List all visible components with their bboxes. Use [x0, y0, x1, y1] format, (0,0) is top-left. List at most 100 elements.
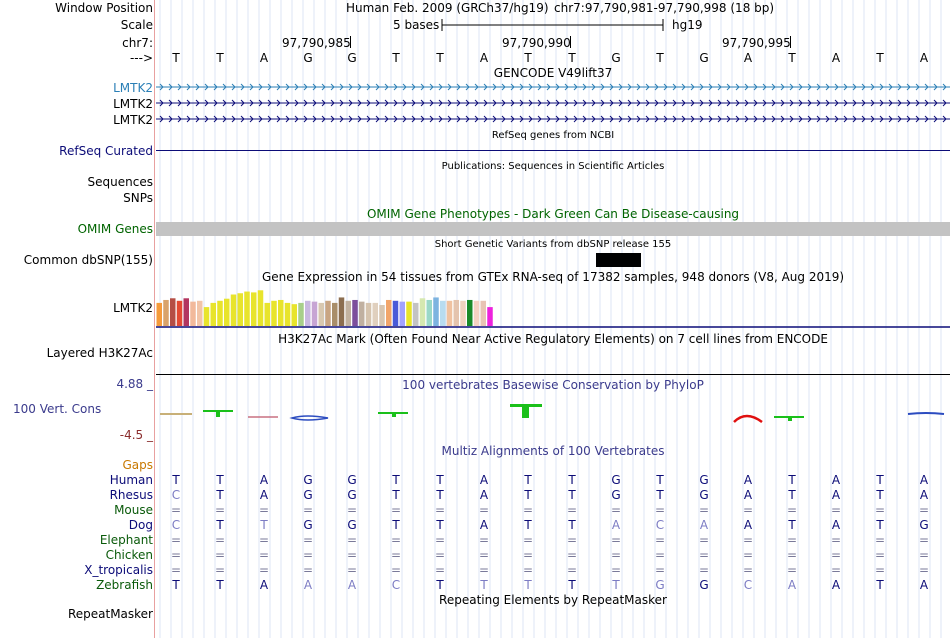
gencode-label-3[interactable]: LMTK2	[113, 113, 153, 127]
scale-text: 5 bases	[393, 18, 440, 32]
publications-label-snps[interactable]: SNPs	[123, 191, 153, 205]
gtex-tissue-bar[interactable]	[217, 300, 223, 326]
gtex-tissue-bar[interactable]	[332, 302, 338, 326]
gtex-tissue-bar[interactable]	[419, 298, 426, 326]
phylop-label[interactable]: 100 Vert. Cons	[13, 402, 102, 416]
gtex-tissue-bar[interactable]	[399, 301, 406, 326]
species-label[interactable]: Zebrafish	[96, 578, 153, 592]
gtex-tissue-bar[interactable]	[440, 300, 446, 326]
dbsnp-variant[interactable]	[596, 253, 641, 267]
alignment-base: =	[830, 503, 842, 517]
gtex-tissue-bar[interactable]	[359, 301, 365, 326]
gtex-tissue-bar[interactable]	[271, 300, 277, 326]
gtex-tissue-bar[interactable]	[190, 301, 196, 326]
gtex-tissue-bar[interactable]	[230, 294, 237, 327]
gtex-tissue-bar[interactable]	[291, 304, 298, 326]
alignment-base: T	[436, 488, 444, 502]
alignment-base: =	[346, 503, 358, 517]
publications-title: Publications: Sequences in Scientific Ar…	[441, 161, 665, 172]
publications-label-sequences[interactable]: Sequences	[87, 175, 153, 189]
gtex-tissue-bar[interactable]	[487, 307, 493, 326]
repeatmasker-label[interactable]: RepeatMasker	[67, 607, 153, 621]
gtex-tissue-bar[interactable]	[413, 302, 419, 326]
gtex-tissue-bar[interactable]	[251, 292, 257, 326]
gtex-tissue-bar[interactable]	[197, 300, 203, 326]
alignment-base: G	[347, 518, 357, 532]
gtex-tissue-bar[interactable]	[257, 290, 264, 326]
species-label[interactable]: X_tropicalis	[84, 563, 153, 577]
gtex-tissue-bar[interactable]	[176, 300, 183, 326]
gtex-tissue-bar[interactable]	[244, 291, 250, 326]
species-label[interactable]: Rhesus	[109, 488, 153, 502]
gtex-tissue-bar[interactable]	[406, 301, 412, 326]
species-label[interactable]: Mouse	[114, 503, 153, 517]
alignment-base: =	[522, 503, 534, 517]
omim-phenotype-bar[interactable]	[156, 222, 950, 236]
alignment-base: =	[346, 548, 358, 562]
alignment-base: =	[654, 563, 666, 577]
gaps-label[interactable]: Gaps	[122, 458, 153, 472]
gtex-tissue-bar[interactable]	[480, 300, 487, 326]
gtex-tissue-bar[interactable]	[467, 299, 473, 326]
gtex-bar-chart[interactable]	[156, 284, 950, 328]
gtex-tissue-bar[interactable]	[338, 297, 345, 326]
gtex-tissue-bar[interactable]	[460, 300, 466, 326]
gtex-label[interactable]: LMTK2	[113, 301, 153, 315]
gtex-tissue-bar[interactable]	[298, 302, 304, 326]
alignment-base: T	[392, 518, 400, 532]
gtex-tissue-bar[interactable]	[386, 299, 392, 326]
species-label[interactable]: Elephant	[99, 533, 153, 547]
alignment-base: T	[524, 488, 532, 502]
h3k27ac-label[interactable]: Layered H3K27Ac	[46, 346, 153, 360]
alignment-base: A	[919, 473, 929, 487]
gtex-tissue-bar[interactable]	[372, 302, 379, 326]
gtex-tissue-bar[interactable]	[237, 293, 244, 326]
species-label[interactable]: Dog	[128, 518, 153, 532]
gtex-tissue-bar[interactable]	[163, 299, 169, 326]
alignment-base: =	[698, 548, 710, 562]
multiz-title: Multiz Alignments of 100 Vertebrates	[441, 444, 665, 458]
species-label[interactable]: Human	[109, 473, 153, 487]
gtex-tissue-bar[interactable]	[345, 300, 352, 326]
gtex-tissue-bar[interactable]	[305, 300, 311, 326]
h3k27ac-title: H3K27Ac Mark (Often Found Near Active Re…	[278, 332, 828, 346]
gtex-tissue-bar[interactable]	[278, 299, 284, 326]
refseq-label[interactable]: RefSeq Curated	[59, 144, 153, 158]
omim-label[interactable]: OMIM Genes	[77, 222, 153, 236]
gtex-tissue-bar[interactable]	[318, 302, 325, 326]
alignment-base: =	[698, 503, 710, 517]
gtex-tissue-bar[interactable]	[183, 298, 190, 326]
dbsnp-label[interactable]: Common dbSNP(155)	[23, 253, 153, 267]
alignment-base: C	[655, 518, 665, 532]
gencode-label-1[interactable]: LMTK2	[113, 81, 153, 95]
gencode-label-2[interactable]: LMTK2	[113, 97, 153, 111]
alignment-base: =	[302, 563, 314, 577]
gtex-tissue-bar[interactable]	[453, 299, 460, 326]
gtex-tissue-bar[interactable]	[264, 302, 271, 326]
alignment-base: =	[742, 563, 754, 577]
scale-bar	[441, 19, 664, 31]
alignment-base: A	[259, 578, 269, 592]
refseq-gene-line[interactable]	[156, 150, 950, 151]
gtex-tissue-bar[interactable]	[224, 298, 230, 326]
gtex-tissue-bar[interactable]	[156, 302, 163, 326]
species-label[interactable]: Chicken	[105, 548, 153, 562]
gtex-tissue-bar[interactable]	[210, 302, 217, 326]
gtex-tissue-bar[interactable]	[311, 301, 318, 326]
alignment-base: =	[390, 533, 402, 547]
gtex-tissue-bar[interactable]	[446, 300, 453, 326]
gtex-tissue-bar[interactable]	[365, 302, 372, 326]
gencode-gene-lines[interactable]	[156, 80, 950, 128]
gtex-tissue-bar[interactable]	[203, 307, 210, 326]
gtex-tissue-bar[interactable]	[325, 300, 331, 326]
gtex-tissue-bar[interactable]	[284, 302, 291, 326]
gtex-tissue-bar[interactable]	[433, 297, 439, 326]
gtex-tissue-bar[interactable]	[473, 300, 480, 326]
gtex-tissue-bar[interactable]	[379, 305, 385, 326]
gtex-tissue-bar[interactable]	[352, 299, 358, 326]
alignment-base: =	[874, 533, 886, 547]
gtex-tissue-bar[interactable]	[170, 298, 176, 326]
gtex-tissue-bar[interactable]	[392, 300, 399, 326]
gtex-tissue-bar[interactable]	[426, 299, 433, 326]
phylop-plot[interactable]	[156, 398, 950, 428]
